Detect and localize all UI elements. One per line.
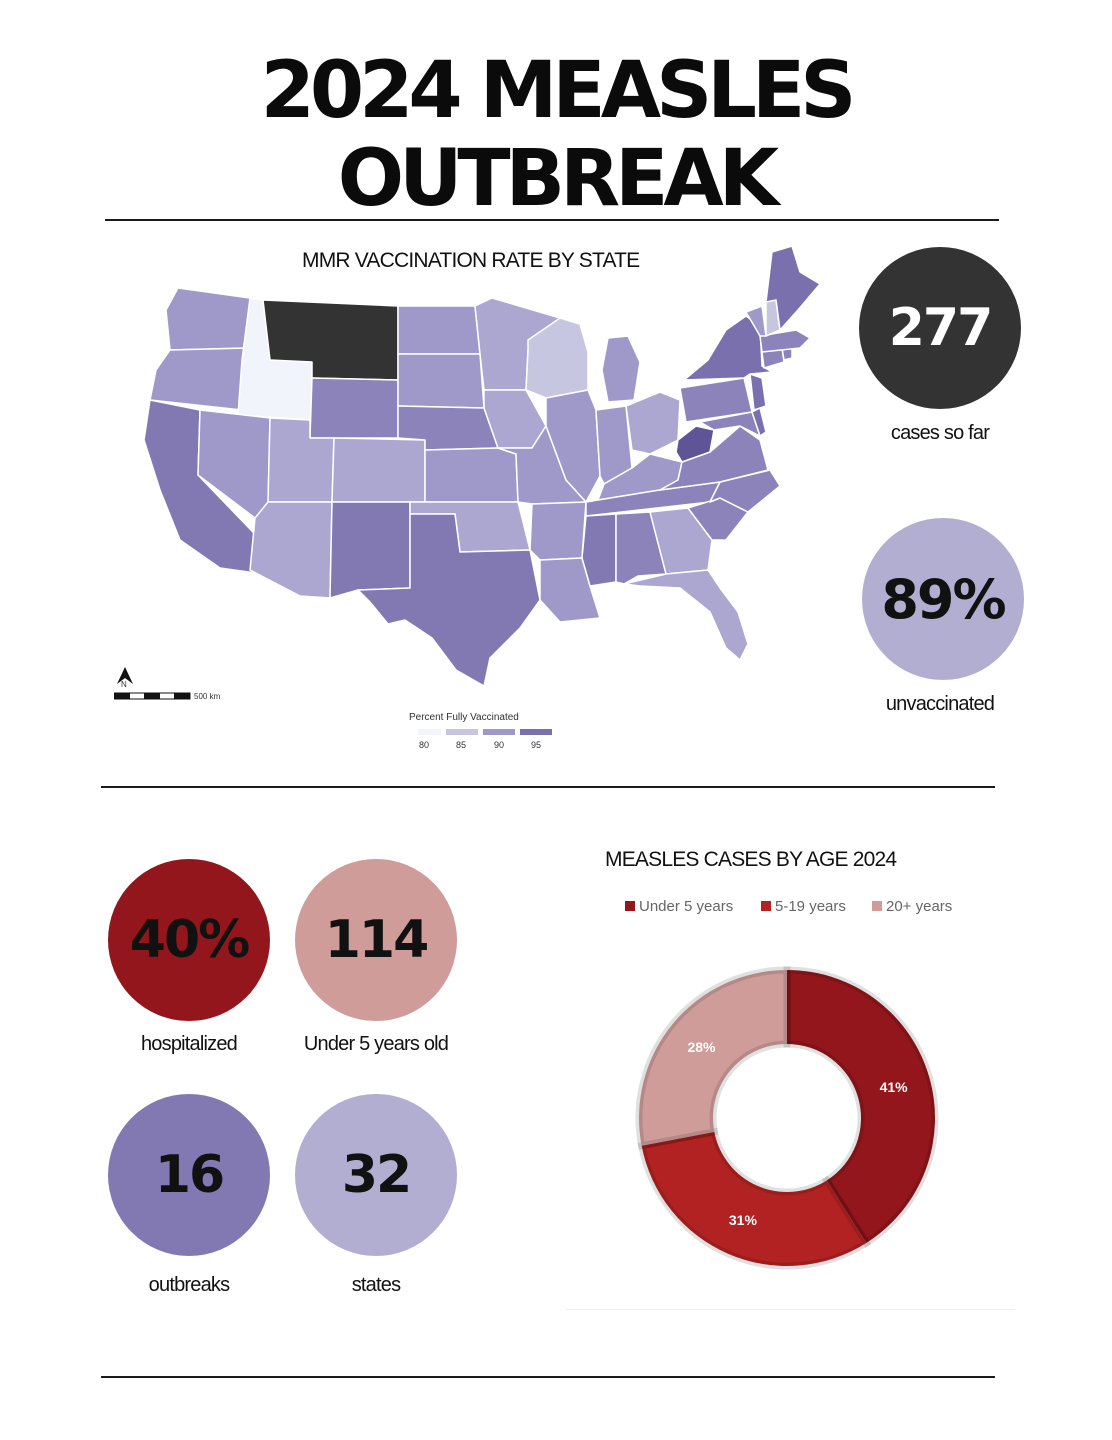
legend-swatch-5-19 bbox=[761, 901, 771, 911]
stat-value-unvaccinated: 89% bbox=[881, 567, 1006, 631]
state-mississippi bbox=[581, 513, 617, 587]
stat-value-cases: 277 bbox=[888, 298, 994, 358]
stat-label-unvaccinated: unvaccinated bbox=[885, 693, 995, 715]
state-ohio bbox=[625, 391, 681, 455]
stat-label-states: states bbox=[351, 1274, 401, 1296]
state-maine bbox=[765, 245, 821, 331]
slice-5-19-label: 31% bbox=[729, 1212, 758, 1228]
state-maryland bbox=[699, 411, 761, 437]
stat-value-under5: 114 bbox=[324, 910, 430, 970]
stat-circle-cases: 277 bbox=[859, 247, 1021, 409]
state-texas bbox=[357, 513, 541, 687]
legend-label-5-19: 5-19 years bbox=[775, 898, 846, 915]
slice-20-plus-label: 28% bbox=[687, 1039, 716, 1055]
legend-swatch-20plus bbox=[872, 901, 882, 911]
stat-value-states: 32 bbox=[341, 1145, 412, 1205]
state-georgia bbox=[649, 507, 713, 575]
footer-divider bbox=[101, 1376, 995, 1378]
north-arrow-icon bbox=[117, 667, 133, 684]
stat-circle-hospitalized: 40% bbox=[108, 859, 270, 1021]
legend-tick-80: 80 bbox=[419, 740, 430, 750]
map-title: MMR VACCINATION RATE BY STATE bbox=[302, 249, 640, 272]
state-illinois bbox=[545, 389, 601, 503]
legend-label-20plus: 20+ years bbox=[886, 898, 953, 915]
scale-label: 500 km bbox=[194, 692, 221, 701]
stat-circle-under5: 114 bbox=[295, 859, 457, 1021]
state-south-dakota bbox=[397, 353, 485, 409]
state-west-virginia bbox=[675, 425, 715, 463]
section-divider bbox=[101, 786, 995, 788]
state-washington bbox=[165, 287, 251, 351]
legend-swatch-80 bbox=[418, 729, 441, 735]
page-title-line-2: OUTBREAK bbox=[337, 134, 779, 224]
state-arizona bbox=[249, 501, 333, 599]
state-michigan bbox=[601, 335, 641, 403]
legend-swatch-under5 bbox=[625, 901, 635, 911]
state-arkansas bbox=[529, 501, 587, 561]
chart-baseline bbox=[565, 1309, 1015, 1310]
slice-under-5 bbox=[783, 966, 939, 1248]
stat-circle-unvaccinated: 89% bbox=[862, 518, 1024, 680]
slice-20-plus bbox=[635, 966, 791, 1150]
state-new-jersey bbox=[749, 373, 767, 411]
age-chart-title: MEASLES CASES BY AGE 2024 bbox=[605, 848, 897, 871]
page-title-line-1: 2024 MEASLES bbox=[260, 46, 857, 136]
stat-circle-outbreaks: 16 bbox=[108, 1094, 270, 1256]
map-legend-title: Percent Fully Vaccinated bbox=[409, 712, 519, 723]
state-florida bbox=[623, 569, 749, 661]
state-oregon bbox=[149, 347, 249, 411]
stat-label-outbreaks: outbreaks bbox=[148, 1274, 230, 1296]
legend-label-under5: Under 5 years bbox=[639, 898, 734, 915]
age-donut-chart: 41% 31% 28% bbox=[635, 966, 939, 1270]
header-divider bbox=[105, 219, 999, 221]
legend-swatch-95 bbox=[520, 729, 552, 735]
stat-label-cases: cases so far bbox=[890, 422, 990, 444]
slice-under-5-label: 41% bbox=[880, 1079, 909, 1095]
stat-label-hospitalized: hospitalized bbox=[140, 1033, 238, 1055]
stat-circle-states: 32 bbox=[295, 1094, 457, 1256]
us-vaccination-map bbox=[143, 245, 821, 687]
legend-swatch-85 bbox=[446, 729, 478, 735]
stat-value-outbreaks: 16 bbox=[154, 1145, 225, 1205]
state-north-dakota bbox=[397, 305, 481, 355]
state-wyoming bbox=[309, 377, 399, 439]
slice-5-19 bbox=[637, 1127, 872, 1270]
state-new-mexico bbox=[329, 501, 411, 599]
legend-tick-90: 90 bbox=[494, 740, 505, 750]
stat-label-under5: Under 5 years old bbox=[303, 1033, 449, 1055]
legend-tick-95: 95 bbox=[531, 740, 542, 750]
legend-swatch-90 bbox=[483, 729, 515, 735]
state-kansas bbox=[424, 447, 519, 503]
state-colorado bbox=[331, 437, 426, 503]
state-massachusetts bbox=[759, 329, 811, 353]
stat-value-hospitalized: 40% bbox=[129, 910, 250, 970]
scale-bar bbox=[114, 692, 191, 700]
north-label: N bbox=[121, 680, 127, 689]
legend-tick-85: 85 bbox=[456, 740, 467, 750]
